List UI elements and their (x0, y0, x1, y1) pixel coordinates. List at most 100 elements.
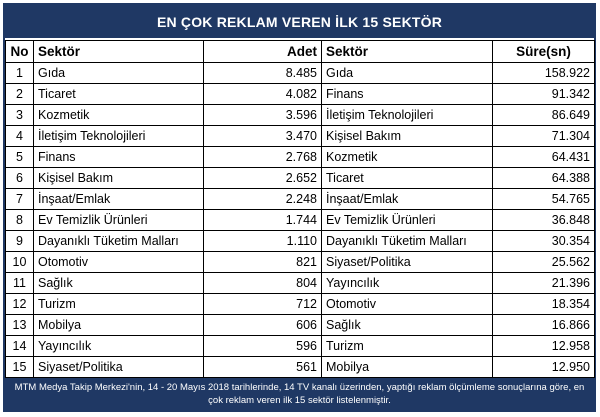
cell-sector-by-duration: Yayıncılık (321, 272, 493, 294)
cell-sector-by-count: İletişim Teknolojileri (33, 125, 204, 147)
cell-no: 8 (5, 209, 34, 231)
cell-duration: 54.765 (492, 188, 595, 210)
cell-count: 2.768 (203, 146, 322, 168)
cell-no: 2 (5, 83, 34, 105)
cell-sector-by-count: İnşaat/Emlak (33, 188, 204, 210)
cell-sector-by-count: Ev Temizlik Ürünleri (33, 209, 204, 231)
cell-duration: 71.304 (492, 125, 595, 147)
table-row: 5 Finans 2.768 Kozmetik 64.431 (5, 146, 595, 168)
cell-sector-by-count: Finans (33, 146, 204, 168)
cell-duration: 86.649 (492, 104, 595, 126)
cell-sector-by-duration: Ticaret (321, 167, 493, 189)
cell-no: 15 (5, 356, 34, 378)
cell-sector-by-duration: Turizm (321, 335, 493, 357)
column-header-duration: Süre(sn) (492, 40, 595, 63)
table-row: 14 Yayıncılık 596 Turizm 12.958 (5, 335, 595, 357)
cell-count: 821 (203, 251, 322, 273)
cell-no: 12 (5, 293, 34, 315)
table-row: 2 Ticaret 4.082 Finans 91.342 (5, 83, 595, 105)
cell-duration: 30.354 (492, 230, 595, 252)
cell-no: 7 (5, 188, 34, 210)
table-header-row: No Sektör Adet Sektör Süre(sn) (5, 40, 595, 63)
cell-no: 9 (5, 230, 34, 252)
cell-count: 8.485 (203, 62, 322, 84)
column-header-count: Adet (203, 40, 322, 63)
table-row: 11 Sağlık 804 Yayıncılık 21.396 (5, 272, 595, 294)
table-title: EN ÇOK REKLAM VEREN İLK 15 SEKTÖR (5, 5, 594, 38)
cell-sector-by-count: Yayıncılık (33, 335, 204, 357)
cell-count: 596 (203, 335, 322, 357)
cell-count: 3.470 (203, 125, 322, 147)
cell-sector-by-count: Dayanıklı Tüketim Malları (33, 230, 204, 252)
cell-count: 1.110 (203, 230, 322, 252)
cell-duration: 12.958 (492, 335, 595, 357)
cell-sector-by-duration: Ev Temizlik Ürünleri (321, 209, 493, 231)
cell-no: 5 (5, 146, 34, 168)
table-row: 4 İletişim Teknolojileri 3.470 Kişisel Bakı… (5, 125, 595, 147)
table-row: 10 Otomotiv 821 Siyaset/Politika 25.562 (5, 251, 595, 273)
cell-sector-by-duration: Siyaset/Politika (321, 251, 493, 273)
cell-sector-by-duration: Finans (321, 83, 493, 105)
cell-duration: 91.342 (492, 83, 595, 105)
cell-sector-by-duration: Dayanıklı Tüketim Malları (321, 230, 493, 252)
cell-sector-by-duration: İnşaat/Emlak (321, 188, 493, 210)
cell-no: 4 (5, 125, 34, 147)
column-header-sector-by-count: Sektör (33, 40, 204, 63)
cell-duration: 158.922 (492, 62, 595, 84)
column-header-no: No (5, 40, 34, 63)
cell-sector-by-duration: Otomotiv (321, 293, 493, 315)
cell-sector-by-count: Kozmetik (33, 104, 204, 126)
cell-sector-by-count: Siyaset/Politika (33, 356, 204, 378)
cell-duration: 18.354 (492, 293, 595, 315)
cell-count: 2.248 (203, 188, 322, 210)
cell-duration: 64.388 (492, 167, 595, 189)
cell-count: 2.652 (203, 167, 322, 189)
cell-sector-by-duration: Kozmetik (321, 146, 493, 168)
cell-sector-by-duration: Mobilya (321, 356, 493, 378)
cell-no: 3 (5, 104, 34, 126)
table-row: 13 Mobilya 606 Sağlık 16.866 (5, 314, 595, 336)
cell-sector-by-count: Mobilya (33, 314, 204, 336)
cell-count: 4.082 (203, 83, 322, 105)
cell-sector-by-count: Turizm (33, 293, 204, 315)
table-row: 6 Kişisel Bakım 2.652 Ticaret 64.388 (5, 167, 595, 189)
table-row: 12 Turizm 712 Otomotiv 18.354 (5, 293, 595, 315)
cell-no: 11 (5, 272, 34, 294)
table-row: 15 Siyaset/Politika 561 Mobilya 12.950 (5, 356, 595, 378)
cell-duration: 12.950 (492, 356, 595, 378)
cell-sector-by-count: Sağlık (33, 272, 204, 294)
cell-no: 6 (5, 167, 34, 189)
cell-count: 606 (203, 314, 322, 336)
cell-duration: 21.396 (492, 272, 595, 294)
cell-count: 3.596 (203, 104, 322, 126)
cell-no: 1 (5, 62, 34, 84)
cell-sector-by-count: Gıda (33, 62, 204, 84)
cell-sector-by-duration: Gıda (321, 62, 493, 84)
cell-sector-by-count: Kişisel Bakım (33, 167, 204, 189)
sector-table: No Sektör Adet Sektör Süre(sn) 1 Gıda 8.48… (5, 40, 595, 378)
cell-duration: 16.866 (492, 314, 595, 336)
cell-sector-by-duration: Sağlık (321, 314, 493, 336)
cell-sector-by-duration: İletişim Teknolojileri (321, 104, 493, 126)
table-row: 9 Dayanıklı Tüketim Malları 1.110 Dayanıklı… (5, 230, 595, 252)
source-note: MTM Medya Takip Merkezi'nin, 14 - 20 May… (5, 378, 594, 410)
cell-count: 804 (203, 272, 322, 294)
cell-duration: 36.848 (492, 209, 595, 231)
cell-no: 10 (5, 251, 34, 273)
cell-duration: 64.431 (492, 146, 595, 168)
table-row: 7 İnşaat/Emlak 2.248 İnşaat/Emlak 54.765 (5, 188, 595, 210)
cell-count: 712 (203, 293, 322, 315)
cell-duration: 25.562 (492, 251, 595, 273)
cell-count: 1.744 (203, 209, 322, 231)
report-frame: EN ÇOK REKLAM VEREN İLK 15 SEKTÖR No Sek… (3, 3, 596, 412)
cell-count: 561 (203, 356, 322, 378)
cell-no: 13 (5, 314, 34, 336)
cell-sector-by-count: Ticaret (33, 83, 204, 105)
cell-sector-by-count: Otomotiv (33, 251, 204, 273)
cell-no: 14 (5, 335, 34, 357)
column-header-sector-by-duration: Sektör (321, 40, 493, 63)
table-row: 1 Gıda 8.485 Gıda 158.922 (5, 62, 595, 84)
table-body: 1 Gıda 8.485 Gıda 158.922 2 Ticaret 4.082 Finans… (5, 62, 595, 378)
cell-sector-by-duration: Kişisel Bakım (321, 125, 493, 147)
table-row: 3 Kozmetik 3.596 İletişim Teknolojileri 86.6… (5, 104, 595, 126)
